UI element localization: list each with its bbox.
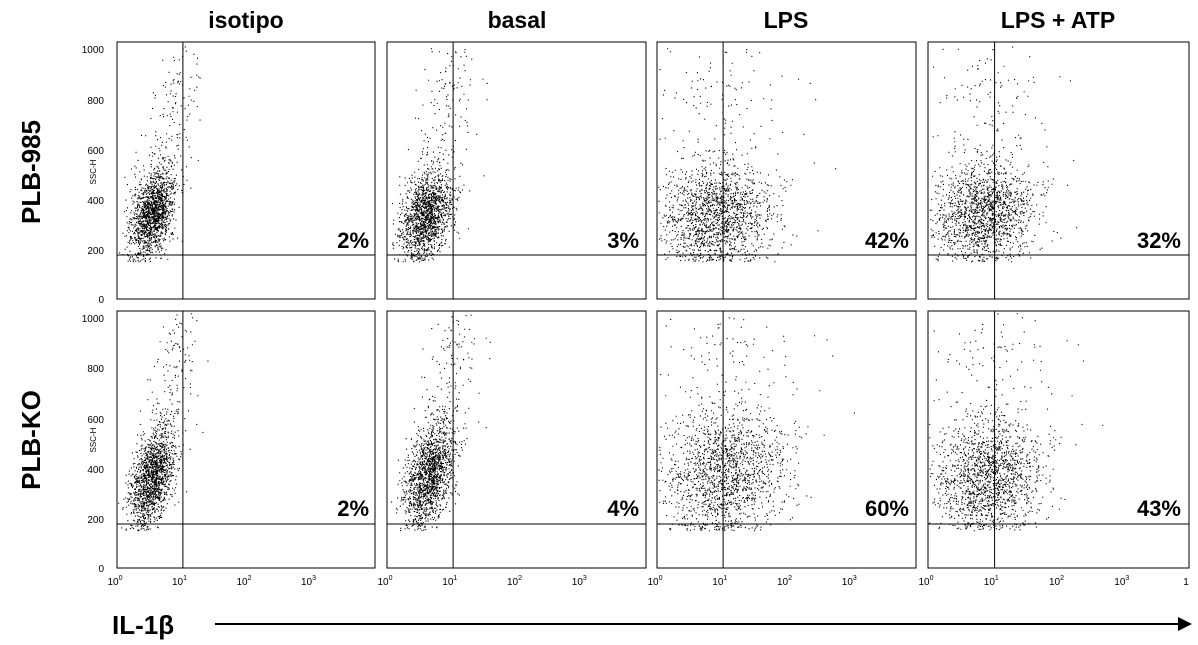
x-axis-arrow-head [1178, 617, 1192, 631]
y-tick-label: 200 [87, 515, 104, 526]
x-tick-label: 101 [442, 575, 457, 588]
y-ticks-row-1: 0 200 400 600 800 1000 [82, 45, 105, 306]
x-tick-label: 103 [301, 575, 316, 588]
y-tick-label: 1000 [82, 314, 105, 325]
x-tick-labels: 100 101 102 103 100 101 102 103 100 101 102 103 100 1… [107, 575, 1189, 588]
y-tick-label: 1000 [82, 45, 105, 56]
percent-label-plb-985-lps: 42% [865, 228, 909, 253]
panel-frame-plb-ko-isotipo [116, 310, 376, 569]
y-tick-label: 400 [87, 465, 104, 476]
x-tick-label: 101 [712, 575, 727, 588]
percent-label-plb-ko-basal: 4% [607, 496, 639, 521]
percent-label-plb-ko-isotipo: 2% [337, 496, 369, 521]
event-cloud-plb-ko-lps-atp [929, 313, 1104, 532]
x-tick-label: 100 [918, 575, 933, 588]
x-tick-label: 103 [572, 575, 587, 588]
percent-label-plb-ko-lps-atp: 43% [1137, 496, 1181, 521]
x-tick-label: 101 [984, 575, 999, 588]
x-tick-label: 100 [647, 575, 662, 588]
x-tick-label: 103 [1114, 575, 1129, 588]
y-axis-label-bottom: SSC-H [89, 427, 98, 452]
event-cloud-plb-985-lps-atp [929, 46, 1078, 263]
x-tick-label: 102 [1049, 575, 1064, 588]
event-cloud-plb-ko-basal [391, 314, 491, 532]
panel-frame-plb-985-basal [386, 41, 647, 300]
panel-frame-plb-985-lps-atp [927, 41, 1190, 300]
x-tick-label: 102 [507, 575, 522, 588]
event-cloud-plb-985-lps [658, 48, 837, 263]
x-tick-label: 102 [236, 575, 251, 588]
scatter-points [118, 46, 1104, 532]
y-tick-label: 600 [87, 415, 104, 426]
row-title-plb-985: PLB-985 [16, 120, 46, 224]
y-tick-label: 0 [98, 295, 104, 306]
y-axis-label-top: SSC-H [89, 159, 98, 184]
x-axis-label: IL-1β [112, 610, 174, 640]
percent-label-plb-985-lps-atp: 32% [1137, 228, 1181, 253]
quadrant-gates [117, 42, 1189, 568]
panel-frame-plb-ko-basal [386, 310, 647, 569]
panel-frame-plb-ko-lps-atp [927, 310, 1190, 569]
panel-frames [116, 41, 1190, 569]
y-tick-label: 800 [87, 96, 104, 107]
x-tick-label: 100 [377, 575, 392, 588]
event-cloud-plb-ko-lps [658, 317, 855, 532]
percent-label-plb-985-basal: 3% [607, 228, 639, 253]
event-cloud-plb-985-isotipo [119, 46, 201, 263]
y-tick-label: 0 [98, 564, 104, 575]
percent-label-plb-ko-lps: 60% [865, 496, 909, 521]
y-ticks-row-2: 0 200 400 600 800 1000 [82, 314, 105, 575]
x-tick-label: 102 [777, 575, 792, 588]
panel-frame-plb-985-isotipo [116, 41, 376, 300]
column-title-lps-atp: LPS + ATP [1001, 7, 1115, 33]
row-title-plb-ko: PLB-KO [16, 390, 46, 490]
event-cloud-plb-ko-isotipo [118, 313, 209, 532]
column-title-lps: LPS [764, 7, 809, 33]
event-cloud-plb-985-basal [391, 48, 488, 263]
x-tick-label-end: 1 [1183, 577, 1189, 588]
x-tick-label: 103 [842, 575, 857, 588]
percent-label-plb-985-isotipo: 2% [337, 228, 369, 253]
y-tick-label: 800 [87, 364, 104, 375]
x-tick-label: 101 [172, 575, 187, 588]
panel-frame-plb-985-lps [656, 41, 917, 300]
y-tick-label: 400 [87, 196, 104, 207]
x-tick-label: 100 [107, 575, 122, 588]
y-tick-label: 600 [87, 146, 104, 157]
column-title-isotipo: isotipo [208, 7, 283, 33]
column-title-basal: basal [488, 7, 547, 33]
panel-frame-plb-ko-lps [656, 310, 917, 569]
y-tick-label: 200 [87, 246, 104, 257]
